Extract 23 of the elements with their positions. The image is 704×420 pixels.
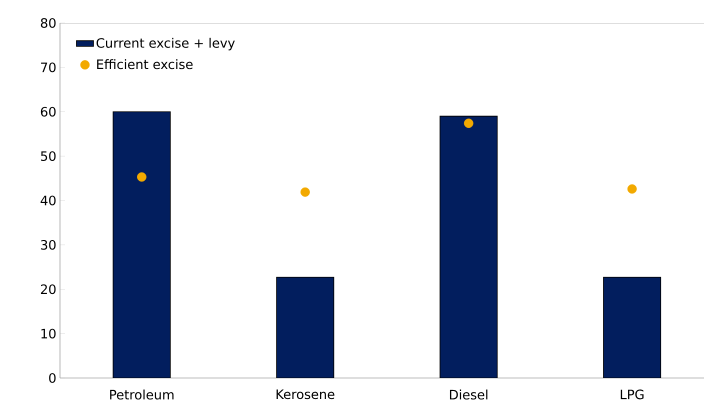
y-tick-label: 0 xyxy=(49,373,56,383)
legend-label: Efficient excise xyxy=(97,59,193,70)
legend-label: Current excise + levy xyxy=(96,38,235,50)
bar xyxy=(440,116,498,378)
y-tick-label: 60 xyxy=(40,106,56,117)
bar xyxy=(276,276,334,378)
bar xyxy=(112,111,171,378)
point xyxy=(137,172,146,182)
y-tick-label: 30 xyxy=(40,240,56,250)
point xyxy=(300,187,310,197)
x-tick-label: LPG xyxy=(620,390,644,400)
y-tick-label: 50 xyxy=(41,151,56,162)
y-tick-label: 40 xyxy=(40,196,56,206)
x-tick-label: Kerosene xyxy=(276,390,334,400)
x-tick-label: Petroleum xyxy=(110,390,174,400)
x-tick-label: Diesel xyxy=(450,390,488,400)
y-tick-label: 20 xyxy=(40,284,56,294)
y-tick-label: 10 xyxy=(41,328,56,339)
point xyxy=(627,184,637,194)
y-tick-label: 80 xyxy=(40,18,56,28)
bar xyxy=(603,276,662,378)
point xyxy=(464,118,474,128)
y-tick-label: 70 xyxy=(41,62,56,72)
